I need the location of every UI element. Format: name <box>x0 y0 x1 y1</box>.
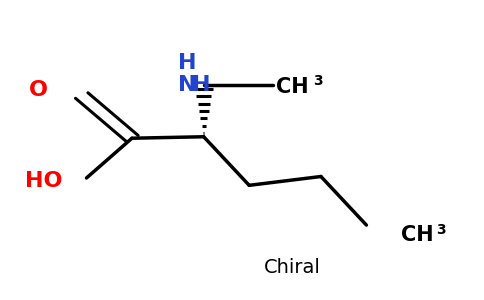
Text: N: N <box>178 75 196 95</box>
Text: HO: HO <box>25 171 62 191</box>
Text: 3: 3 <box>436 223 446 236</box>
Text: H: H <box>192 75 211 95</box>
Text: Chiral: Chiral <box>264 258 321 277</box>
Text: CH: CH <box>401 225 434 245</box>
Text: H: H <box>178 53 196 73</box>
Text: 3: 3 <box>313 74 322 88</box>
Text: O: O <box>29 80 48 100</box>
Text: CH: CH <box>276 77 309 97</box>
